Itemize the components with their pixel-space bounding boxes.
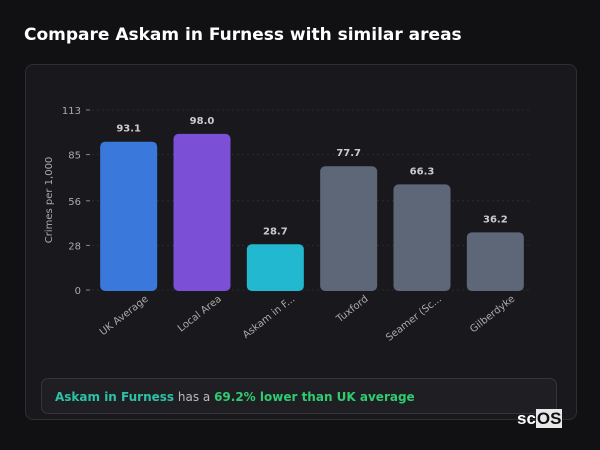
comparison-stat: 69.2% lower than UK average (214, 390, 415, 404)
bar (466, 232, 524, 291)
y-tick-label: 113 (62, 106, 81, 117)
bar-value-label: 36.2 (483, 214, 508, 225)
bar (246, 244, 304, 291)
scos-logo: scOS (517, 409, 563, 429)
y-tick-label: 28 (68, 241, 81, 252)
x-tick-label: Local Area (176, 294, 224, 335)
bar-value-label: 93.1 (116, 124, 141, 135)
y-axis-label: Crimes per 1,000 (44, 157, 55, 244)
bar-value-label: 66.3 (410, 166, 435, 177)
note-text: has a (174, 390, 215, 404)
logo-sc: sc (517, 409, 536, 428)
y-tick-label: 0 (75, 286, 81, 297)
x-tick-label: Tuxford (334, 294, 371, 326)
bar (393, 184, 451, 291)
bar-value-label: 77.7 (336, 148, 361, 159)
page-title: Compare Askam in Furness with similar ar… (24, 25, 462, 45)
bar-value-label: 98.0 (190, 116, 215, 127)
x-tick-label: UK Average (98, 294, 151, 338)
bar (173, 133, 231, 291)
bar (320, 166, 378, 291)
x-tick-label: Askam in F... (241, 294, 297, 341)
summary-note: Askam in Furness has a 69.2% lower than … (41, 378, 557, 414)
y-tick-label: 85 (68, 151, 81, 162)
bar (100, 141, 158, 291)
logo-os: OS (535, 409, 563, 428)
x-tick-label: Gilberdyke (468, 294, 517, 336)
bar-value-label: 28.7 (263, 226, 288, 237)
y-tick-label: 56 (68, 197, 81, 208)
area-name: Askam in Furness (55, 390, 175, 404)
x-tick-label: Seamer (Sc... (384, 294, 444, 344)
